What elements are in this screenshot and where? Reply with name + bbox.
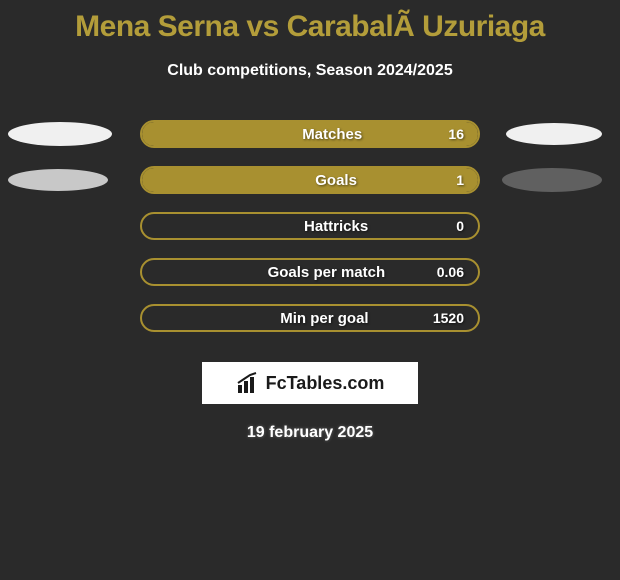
stat-value: 0.06 xyxy=(437,264,464,280)
right-ellipse xyxy=(506,123,602,145)
left-ellipse xyxy=(8,122,112,146)
stat-label: Matches xyxy=(216,126,448,143)
stat-label: Min per goal xyxy=(216,310,433,327)
date-label: 19 february 2025 xyxy=(0,424,620,442)
page-title: Mena Serna vs CarabalÃ Uzuriaga xyxy=(0,10,620,44)
logo-text: FcTables.com xyxy=(266,373,385,394)
stat-value: 0 xyxy=(456,218,464,234)
stats-row: Matches16 xyxy=(0,120,620,148)
stats-row: Min per goal1520 xyxy=(0,304,620,332)
logo-box: FcTables.com xyxy=(202,362,418,404)
stat-bar: Goals per match0.06 xyxy=(140,258,480,286)
stat-bar: Min per goal1520 xyxy=(140,304,480,332)
stats-row: Goals1 xyxy=(0,166,620,194)
subtitle: Club competitions, Season 2024/2025 xyxy=(0,62,620,80)
stat-value: 1520 xyxy=(433,310,464,326)
main-container: Mena Serna vs CarabalÃ Uzuriaga Club com… xyxy=(0,0,620,442)
stat-bar: Hattricks0 xyxy=(140,212,480,240)
stats-container: Matches16 Goals1 Hattricks0 Goals per match… xyxy=(0,120,620,332)
stat-label: Goals per match xyxy=(216,264,437,281)
stats-row: Hattricks0 xyxy=(0,212,620,240)
right-ellipse xyxy=(502,168,602,192)
stat-value: 16 xyxy=(448,126,464,142)
stat-value: 1 xyxy=(456,172,464,188)
stats-row: Goals per match0.06 xyxy=(0,258,620,286)
stat-label: Hattricks xyxy=(216,218,456,235)
chart-icon xyxy=(236,371,260,395)
stat-bar: Goals1 xyxy=(140,166,480,194)
stat-label: Goals xyxy=(216,172,456,189)
left-ellipse xyxy=(8,169,108,191)
stat-bar: Matches16 xyxy=(140,120,480,148)
